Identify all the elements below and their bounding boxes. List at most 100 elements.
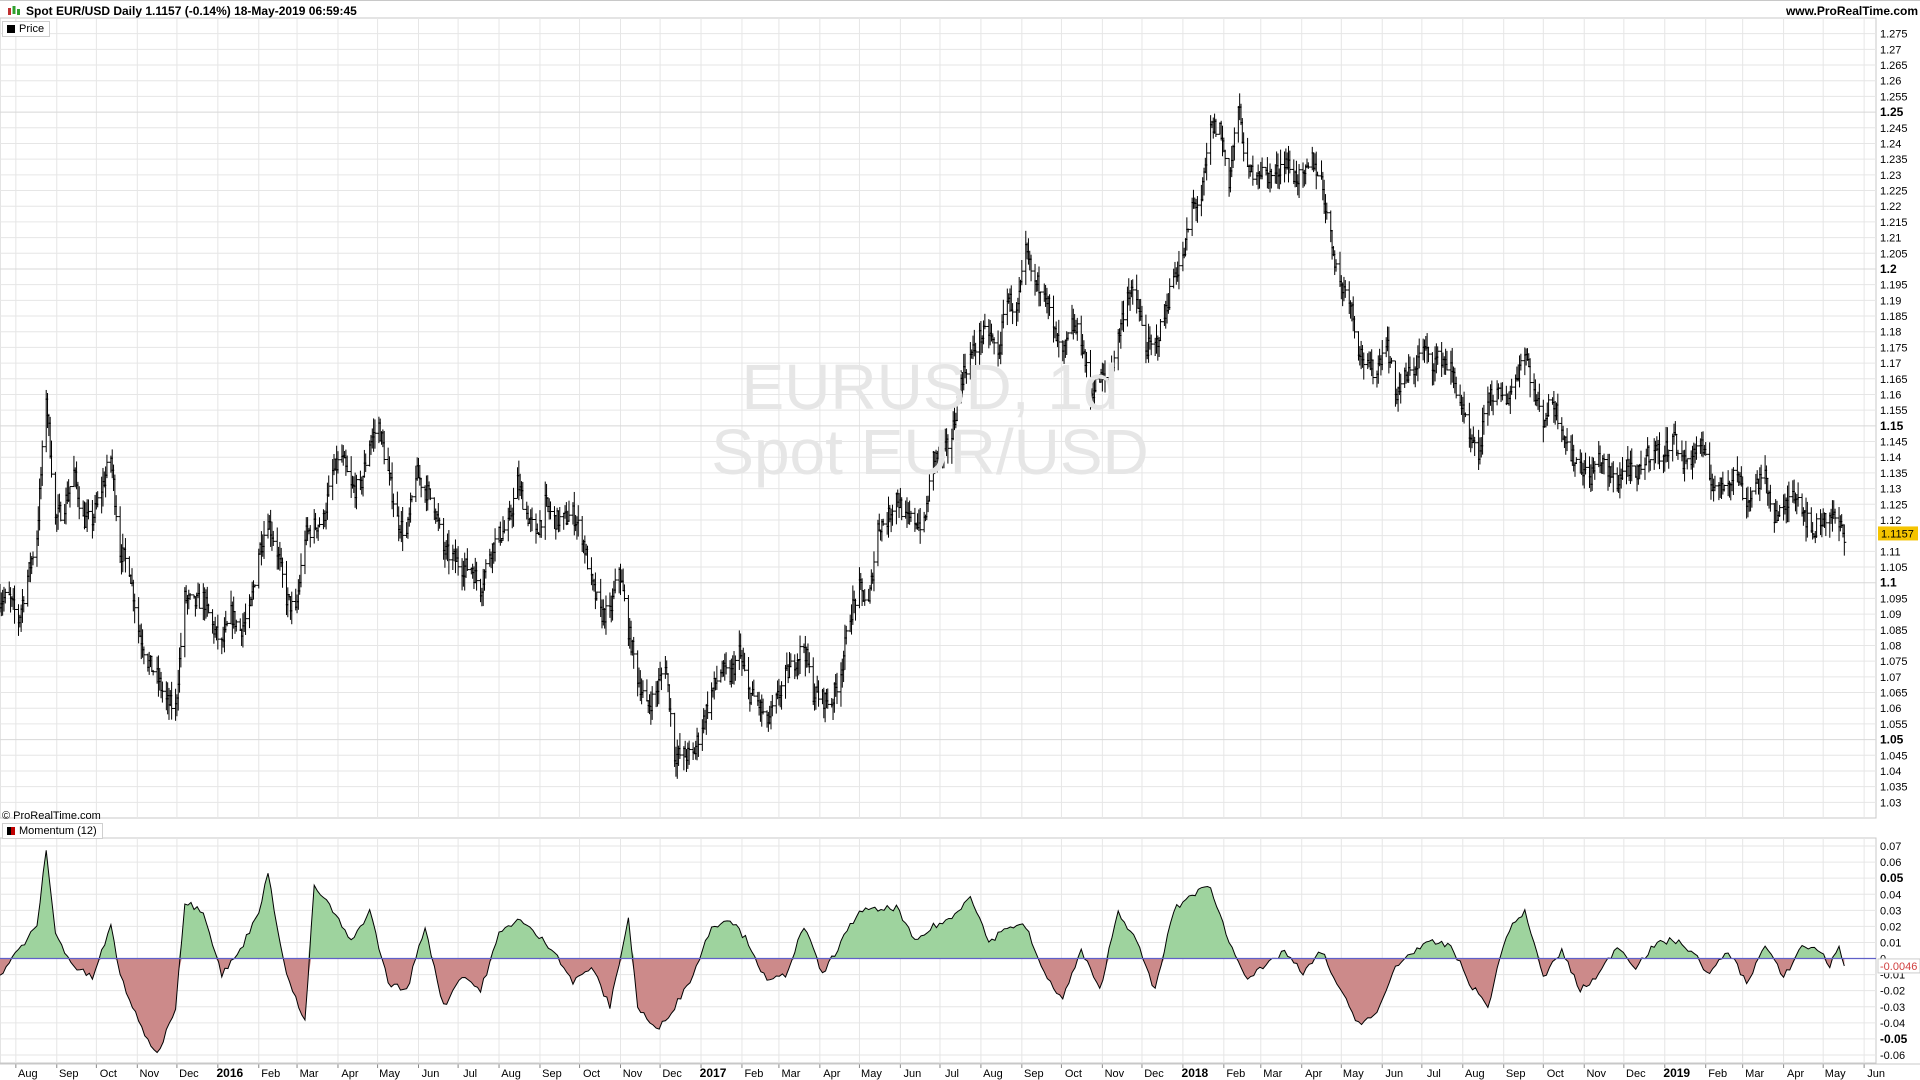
- price-y-tick-label: 1.13: [1880, 484, 1901, 496]
- x-axis-label: Aug: [1465, 1068, 1485, 1080]
- price-y-tick-label: 1.055: [1880, 719, 1908, 731]
- price-bar: [317, 517, 322, 528]
- x-axis-label: 2019: [1663, 1066, 1690, 1080]
- price-y-tick-label: 1.24: [1880, 138, 1901, 150]
- x-axis-label: Aug: [18, 1068, 38, 1080]
- price-bar: [299, 553, 304, 588]
- price-y-tick-label: 1.195: [1880, 280, 1908, 292]
- price-bar: [437, 517, 442, 529]
- momentum-y-tick-label: -0.03: [1880, 1002, 1905, 1014]
- x-axis-label: Jun: [1385, 1068, 1403, 1080]
- price-y-tick-label: 1.035: [1880, 782, 1908, 794]
- price-bar: [483, 559, 488, 579]
- momentum-legend[interactable]: Momentum (12): [2, 823, 103, 839]
- momentum-y-tick-label: -0.02: [1880, 986, 1905, 998]
- price-bar: [1343, 280, 1348, 298]
- price-bar: [1555, 393, 1560, 430]
- price-bar: [1047, 294, 1052, 316]
- price-bar: [1611, 461, 1616, 493]
- x-axis-label: Sep: [59, 1068, 79, 1080]
- price-bar: [1038, 291, 1043, 307]
- price-bar: [603, 595, 608, 635]
- price-bar: [798, 635, 803, 675]
- price-bar: [594, 591, 599, 601]
- momentum-y-tick-label: 0.03: [1880, 905, 1901, 917]
- price-bar: [844, 625, 849, 645]
- price-bar: [1260, 157, 1265, 180]
- price-y-tick-label: 1.255: [1880, 91, 1908, 103]
- price-y-tick-label: 1.135: [1880, 468, 1908, 480]
- price-bar: [21, 596, 26, 613]
- price-bar: [1398, 373, 1403, 404]
- price-bar: [1139, 305, 1144, 326]
- last-momentum-badge: [1877, 958, 1920, 974]
- price-bar: [1417, 338, 1422, 369]
- price-bar: [899, 497, 904, 521]
- momentum-y-tick-label: -0.06: [1880, 1050, 1905, 1062]
- price-bar: [1232, 127, 1237, 161]
- price-bar: [1749, 490, 1754, 508]
- price-legend[interactable]: Price: [2, 21, 51, 37]
- last-price-label: 1.1157: [1881, 528, 1914, 540]
- price-bar: [1574, 457, 1579, 465]
- price-bar: [197, 583, 202, 609]
- price-y-tick-label: 1.105: [1880, 562, 1908, 574]
- price-bar: [1463, 412, 1468, 418]
- price-bar: [1250, 155, 1255, 186]
- site-link[interactable]: www.ProRealTime.com: [1785, 4, 1918, 18]
- price-y-tick-label: 1.2: [1880, 262, 1897, 276]
- x-axis-label: Nov: [1586, 1068, 1606, 1080]
- price-y-tick-label: 1.07: [1880, 672, 1901, 684]
- price-bar: [151, 669, 156, 676]
- price-bar: [1241, 132, 1246, 162]
- price-bar: [668, 698, 673, 727]
- x-axis-label: May: [1825, 1068, 1846, 1080]
- price-bar: [409, 495, 414, 503]
- x-axis-label: Mar: [1263, 1068, 1282, 1080]
- price-bar: [1528, 358, 1533, 398]
- x-axis-label: Aug: [983, 1068, 1003, 1080]
- x-axis-label: Oct: [1065, 1068, 1082, 1080]
- price-bar: [1565, 428, 1570, 452]
- price-bar: [724, 652, 729, 675]
- price-y-tick-label: 1.235: [1880, 154, 1908, 166]
- price-bar: [955, 394, 960, 422]
- x-axis-label: Apr: [823, 1068, 840, 1080]
- price-bar: [1796, 482, 1801, 507]
- price-bar: [1334, 259, 1339, 272]
- price-y-tick-label: 1.14: [1880, 452, 1901, 464]
- price-bar: [770, 694, 775, 717]
- price-bar: [123, 538, 128, 573]
- price-bar: [1380, 340, 1385, 371]
- price-bar: [465, 548, 470, 571]
- price-bar: [1740, 476, 1745, 501]
- price-y-tick-label: 1.04: [1880, 766, 1901, 778]
- price-bar: [1195, 196, 1200, 223]
- price-bar: [1537, 383, 1542, 412]
- price-bar: [871, 551, 876, 592]
- price-bar: [1093, 377, 1098, 393]
- candlestick-icon: [8, 6, 20, 15]
- price-bar: [1297, 164, 1302, 198]
- x-axis-label: Nov: [1105, 1068, 1125, 1080]
- x-axis-label: Mar: [781, 1068, 800, 1080]
- momentum-swatch-icon: [7, 827, 15, 835]
- price-bar: [114, 495, 119, 522]
- price-bar: [807, 652, 812, 674]
- price-y-tick-label: 1.125: [1880, 499, 1908, 511]
- price-y-tick-label: 1.12: [1880, 515, 1901, 527]
- x-axis-label: Feb: [1708, 1068, 1727, 1080]
- x-axis-label: May: [1343, 1068, 1364, 1080]
- price-bar: [1629, 448, 1634, 482]
- price-bar: [1315, 171, 1320, 177]
- price-y-tick-label: 1.08: [1880, 640, 1901, 652]
- x-axis-label: Dec: [179, 1068, 199, 1080]
- price-bar: [520, 481, 525, 510]
- x-axis-label: Nov: [140, 1068, 160, 1080]
- price-y-tick-label: 1.205: [1880, 248, 1908, 260]
- momentum-y-tick-label: -0.04: [1880, 1018, 1905, 1030]
- x-axis-label: Jul: [945, 1068, 959, 1080]
- price-y-tick-label: 1.185: [1880, 311, 1908, 323]
- price-bar: [1648, 459, 1653, 471]
